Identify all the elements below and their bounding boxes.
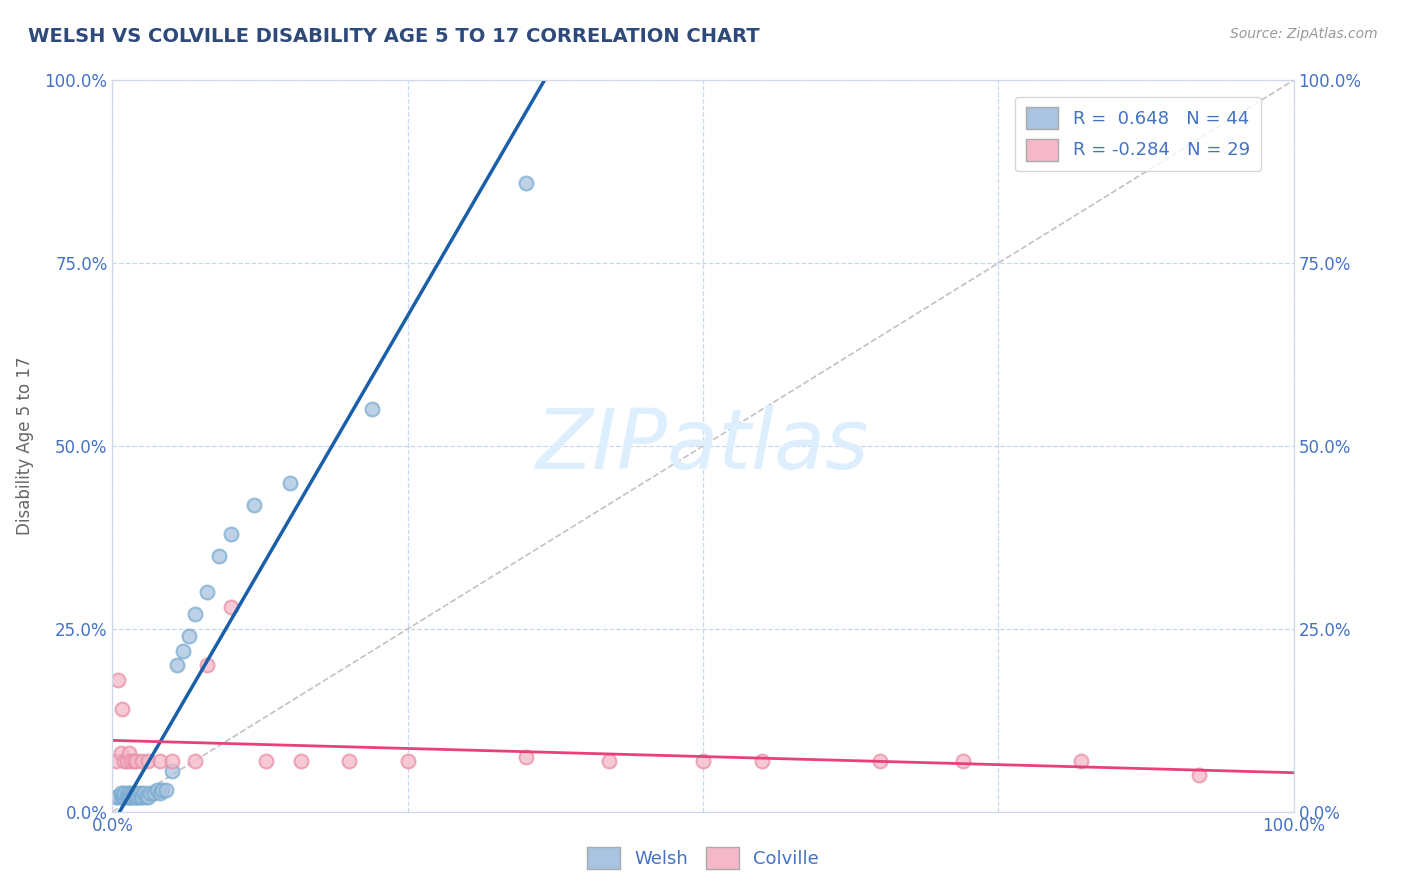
Point <box>135 790 157 805</box>
Legend: Welsh, Colville: Welsh, Colville <box>581 839 825 876</box>
Point <box>120 754 142 768</box>
Point <box>121 787 143 801</box>
Point <box>120 790 142 805</box>
Point <box>129 790 152 805</box>
Point <box>107 673 129 687</box>
Point <box>195 585 218 599</box>
Point <box>134 787 156 801</box>
Point <box>149 787 172 801</box>
Point <box>396 754 419 768</box>
Point <box>124 787 146 801</box>
Point <box>146 782 169 797</box>
Point <box>195 658 218 673</box>
Point <box>160 764 183 779</box>
Point <box>150 782 173 797</box>
Point <box>131 790 153 805</box>
Point <box>219 599 242 614</box>
Point <box>243 498 266 512</box>
Point <box>118 746 141 760</box>
Point <box>149 754 172 768</box>
Text: Source: ZipAtlas.com: Source: ZipAtlas.com <box>1230 27 1378 41</box>
Point <box>125 754 148 768</box>
Point <box>598 754 620 768</box>
Point <box>117 787 139 801</box>
Point <box>952 754 974 768</box>
Point <box>136 790 159 805</box>
Point <box>515 749 537 764</box>
Point <box>361 402 384 417</box>
Point <box>125 790 148 805</box>
Point <box>111 790 134 805</box>
Point <box>115 754 138 768</box>
Point <box>115 790 138 805</box>
Text: WELSH VS COLVILLE DISABILITY AGE 5 TO 17 CORRELATION CHART: WELSH VS COLVILLE DISABILITY AGE 5 TO 17… <box>28 27 759 45</box>
Point <box>184 607 207 622</box>
Point <box>122 790 145 805</box>
Text: ZIPatlas: ZIPatlas <box>536 406 870 486</box>
Point <box>136 754 159 768</box>
Point <box>112 754 135 768</box>
Point <box>692 754 714 768</box>
Point <box>515 176 537 190</box>
Point <box>166 658 188 673</box>
Point <box>127 790 149 805</box>
Point <box>111 702 134 716</box>
Point <box>208 549 231 563</box>
Point <box>155 782 177 797</box>
Point <box>1070 754 1092 768</box>
Point <box>172 644 194 658</box>
Point <box>290 754 312 768</box>
Point <box>160 754 183 768</box>
Point <box>127 790 149 805</box>
Point <box>110 787 132 801</box>
Point <box>184 754 207 768</box>
Point <box>1188 768 1211 782</box>
Point <box>118 790 141 805</box>
Point <box>107 790 129 805</box>
Point <box>179 629 201 643</box>
Point <box>120 787 142 801</box>
Point <box>128 787 150 801</box>
Point <box>105 754 128 768</box>
Point <box>120 790 142 805</box>
Point <box>122 754 145 768</box>
Y-axis label: Disability Age 5 to 17: Disability Age 5 to 17 <box>15 357 34 535</box>
Point <box>869 754 891 768</box>
Point <box>105 790 128 805</box>
Point <box>337 754 360 768</box>
Point <box>254 754 277 768</box>
Point <box>112 787 135 801</box>
Point <box>112 790 135 805</box>
Point <box>125 787 148 801</box>
Point <box>278 475 301 490</box>
Point <box>142 787 165 801</box>
Point <box>131 754 153 768</box>
Point <box>219 526 242 541</box>
Point <box>112 790 135 805</box>
Point <box>139 787 162 801</box>
Point <box>751 754 773 768</box>
Point <box>110 746 132 760</box>
